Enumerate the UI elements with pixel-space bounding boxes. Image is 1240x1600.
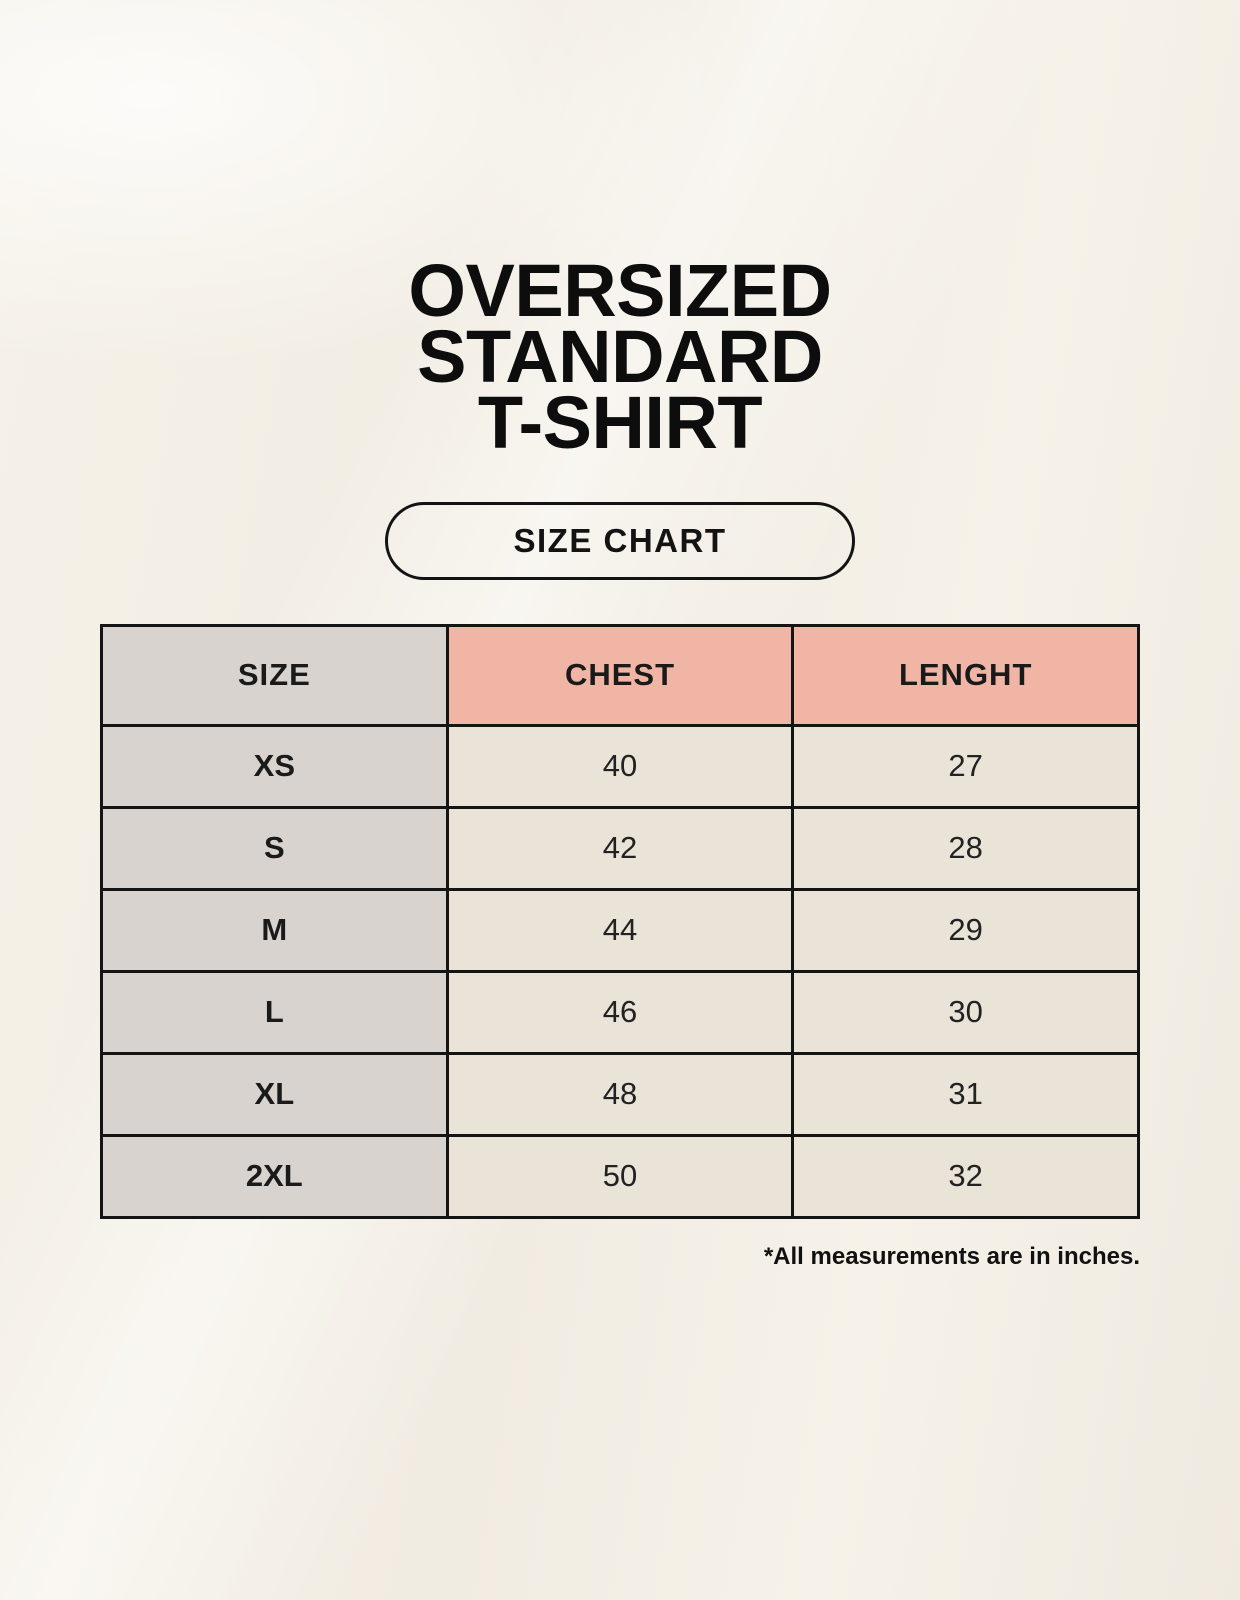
column-header-length: LENGHT — [791, 623, 1140, 727]
page-title-line-3: T-SHIRT — [477, 380, 763, 464]
size-cell: M — [100, 887, 449, 973]
chest-cell: 46 — [445, 969, 795, 1055]
page-title-line-2: STANDARD — [417, 314, 823, 398]
table-row: XL 48 31 — [100, 1051, 1140, 1137]
size-cell: S — [100, 805, 449, 891]
size-cell: XS — [100, 723, 449, 809]
table-row: M 44 29 — [100, 887, 1140, 973]
length-cell: 31 — [791, 1051, 1140, 1137]
size-chart-button-label: SIZE CHART — [513, 521, 727, 559]
length-cell: 28 — [791, 805, 1140, 891]
column-header-size: SIZE — [100, 623, 449, 727]
length-cell: 32 — [791, 1133, 1140, 1219]
size-cell: 2XL — [100, 1133, 449, 1219]
page-title: OVERSIZED STANDARD T-SHIRT — [0, 249, 1240, 464]
page-title-line-1: OVERSIZED — [408, 249, 832, 332]
table-row: S 42 28 — [100, 805, 1140, 891]
length-cell: 29 — [791, 887, 1140, 973]
measurements-footnote: *All measurements are in inches. — [763, 1242, 1140, 1270]
table-header-row: SIZE CHEST LENGHT — [100, 623, 1140, 727]
length-cell: 27 — [791, 723, 1140, 809]
size-cell: XL — [100, 1051, 449, 1137]
table-row: L 46 30 — [100, 969, 1140, 1055]
size-chart-table: SIZE CHEST LENGHT XS 40 27 S 42 28 M 44 … — [100, 623, 1140, 1219]
length-cell: 30 — [791, 969, 1140, 1055]
size-cell: L — [100, 969, 449, 1055]
chest-cell: 40 — [445, 723, 795, 809]
size-chart-button[interactable]: SIZE CHART — [385, 501, 855, 580]
size-chart-page: OVERSIZED STANDARD T-SHIRT SIZE CHART SI… — [0, 249, 1240, 1270]
column-header-chest: CHEST — [445, 623, 795, 727]
chest-cell: 42 — [445, 805, 795, 891]
chest-cell: 44 — [445, 887, 795, 973]
table-row: 2XL 50 32 — [100, 1133, 1140, 1219]
table-row: XS 40 27 — [100, 723, 1140, 809]
chest-cell: 50 — [445, 1133, 795, 1219]
chest-cell: 48 — [445, 1051, 795, 1137]
